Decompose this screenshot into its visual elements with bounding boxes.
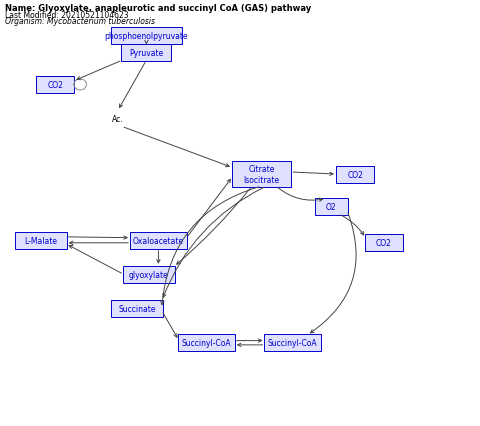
FancyBboxPatch shape <box>121 45 171 62</box>
Text: Succinyl-CoA: Succinyl-CoA <box>181 338 231 348</box>
Text: Organism: Mycobacterium tuberculosis: Organism: Mycobacterium tuberculosis <box>5 17 155 26</box>
FancyBboxPatch shape <box>110 300 163 317</box>
FancyBboxPatch shape <box>315 198 348 215</box>
Text: Succinate: Succinate <box>118 304 156 314</box>
FancyBboxPatch shape <box>15 232 67 249</box>
FancyBboxPatch shape <box>178 334 235 351</box>
Text: Succinyl-CoA: Succinyl-CoA <box>268 338 318 348</box>
FancyBboxPatch shape <box>336 166 374 183</box>
Text: CO2: CO2 <box>47 81 63 90</box>
FancyBboxPatch shape <box>365 234 403 251</box>
Text: Pyruvate: Pyruvate <box>129 49 164 58</box>
Text: glyoxylate: glyoxylate <box>129 270 168 279</box>
FancyBboxPatch shape <box>232 162 291 187</box>
FancyBboxPatch shape <box>123 266 175 283</box>
Text: O2: O2 <box>326 202 336 211</box>
FancyBboxPatch shape <box>36 77 74 94</box>
FancyBboxPatch shape <box>264 334 322 351</box>
Text: Last Modified: 20210521104623: Last Modified: 20210521104623 <box>5 11 129 20</box>
Text: Oxaloacetate: Oxaloacetate <box>133 236 184 245</box>
Text: Isocitrate: Isocitrate <box>243 175 280 184</box>
Text: Name: Glyoxylate, anapleurotic and succinyl CoA (GAS) pathway: Name: Glyoxylate, anapleurotic and succi… <box>5 4 311 13</box>
FancyBboxPatch shape <box>130 232 187 249</box>
Text: Ac.: Ac. <box>112 115 123 124</box>
FancyBboxPatch shape <box>110 28 182 45</box>
Text: Citrate: Citrate <box>249 165 275 174</box>
Text: CO2: CO2 <box>376 238 392 248</box>
Text: L-Malate: L-Malate <box>24 236 57 245</box>
Text: CO2: CO2 <box>347 170 363 179</box>
Text: phosphoenolpyruvate: phosphoenolpyruvate <box>105 32 188 41</box>
